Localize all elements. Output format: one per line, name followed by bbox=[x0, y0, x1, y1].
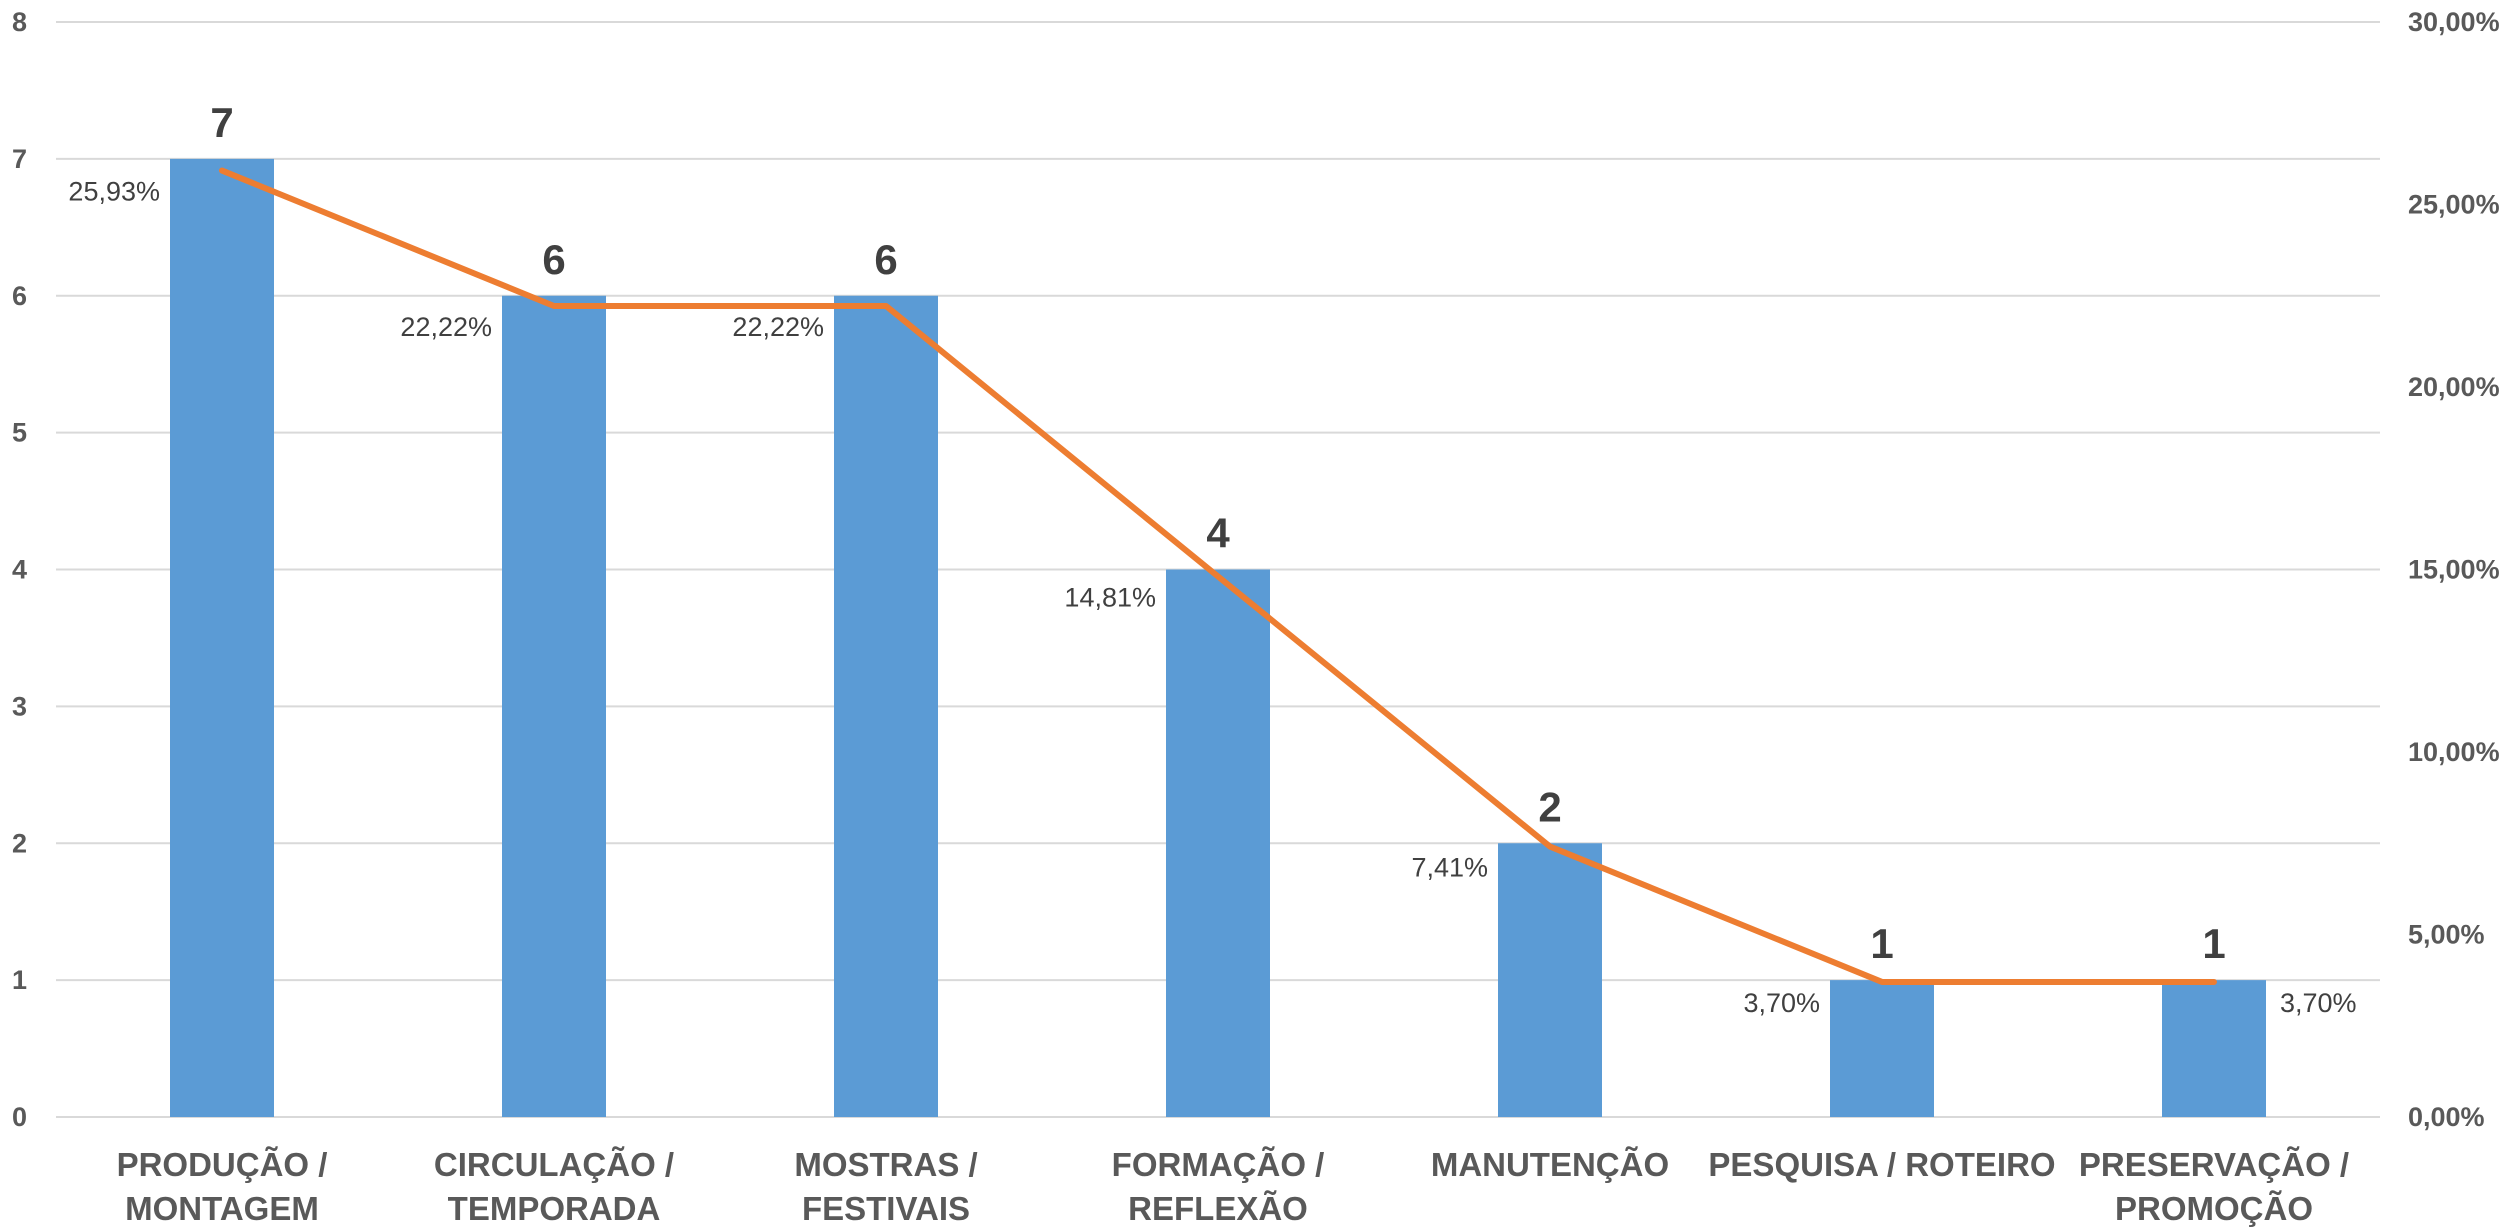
percentage-data-label: 7,41% bbox=[1411, 853, 1488, 883]
percentage-data-label: 22,22% bbox=[400, 312, 492, 342]
bar-value-label: 4 bbox=[1206, 510, 1230, 557]
category-label: PRESERVAÇÃO / PROMOÇÃO bbox=[2079, 1146, 2349, 1227]
category-label-line: CIRCULAÇÃO / bbox=[434, 1146, 674, 1183]
bar bbox=[1830, 980, 1934, 1117]
bar bbox=[170, 158, 274, 1117]
bar-value-labels: 7 6 6 4 2 1 1 bbox=[210, 99, 2225, 967]
bar-value-label: 7 bbox=[210, 99, 233, 146]
percentage-data-label: 3,70% bbox=[1743, 988, 1820, 1018]
bars bbox=[170, 158, 2266, 1117]
category-label: CIRCULAÇÃO / TEMPORADA bbox=[434, 1146, 674, 1227]
category-labels: PRODUÇÃO / MONTAGEM CIRCULAÇÃO / TEMPORADA M… bbox=[117, 1146, 2350, 1227]
right-tick-label: 30,00% bbox=[2408, 7, 2500, 37]
bar-value-label: 1 bbox=[1870, 920, 1893, 967]
left-tick-label: 3 bbox=[12, 691, 27, 721]
bar bbox=[502, 295, 606, 1117]
bar bbox=[1166, 569, 1270, 1117]
bar-value-label: 2 bbox=[1538, 783, 1561, 830]
left-tick-label: 6 bbox=[12, 281, 27, 311]
bar bbox=[2162, 980, 2266, 1117]
category-label-line: MONTAGEM bbox=[125, 1190, 319, 1227]
right-tick-label: 0,00% bbox=[2408, 1102, 2485, 1132]
right-tick-label: 25,00% bbox=[2408, 190, 2500, 220]
category-label: PESQUISA / ROTEIRO bbox=[1708, 1146, 2055, 1183]
percentage-data-label: 25,93% bbox=[68, 177, 160, 207]
category-label: PRODUÇÃO / MONTAGEM bbox=[117, 1146, 328, 1227]
category-label-line: FORMAÇÃO / bbox=[1112, 1146, 1325, 1183]
percentage-data-label: 14,81% bbox=[1064, 582, 1156, 612]
bar bbox=[834, 295, 938, 1117]
left-tick-label: 1 bbox=[12, 965, 27, 995]
percentage-data-label: 22,22% bbox=[732, 312, 824, 342]
bar-value-label: 6 bbox=[874, 236, 897, 283]
left-tick-label: 0 bbox=[12, 1102, 27, 1132]
category-label-line: REFLEXÃO bbox=[1128, 1190, 1308, 1227]
category-label-line: FESTIVAIS bbox=[802, 1190, 970, 1227]
category-label-line: PESQUISA / ROTEIRO bbox=[1708, 1146, 2055, 1183]
right-tick-label: 15,00% bbox=[2408, 555, 2500, 585]
percentage-data-label: 3,70% bbox=[2280, 988, 2357, 1018]
bar bbox=[1498, 843, 1602, 1117]
bar-value-label: 6 bbox=[542, 236, 565, 283]
left-tick-label: 7 bbox=[12, 144, 27, 174]
bar-value-label: 1 bbox=[2202, 920, 2225, 967]
left-tick-label: 8 bbox=[12, 7, 27, 37]
left-tick-label: 2 bbox=[12, 828, 27, 858]
category-label: MANUTENÇÃO bbox=[1431, 1146, 1669, 1183]
percentage-line bbox=[219, 167, 2217, 985]
right-axis-ticks: 0,00% 5,00% 10,00% 15,00% 20,00% 25,00% 30,00% bbox=[2408, 7, 2500, 1132]
category-label-line: MOSTRAS / bbox=[794, 1146, 977, 1183]
category-label-line: PROMOÇÃO bbox=[2115, 1190, 2313, 1227]
left-tick-label: 5 bbox=[12, 418, 27, 448]
category-label-line: MANUTENÇÃO bbox=[1431, 1146, 1669, 1183]
right-tick-label: 20,00% bbox=[2408, 372, 2500, 402]
right-tick-label: 10,00% bbox=[2408, 737, 2500, 767]
category-label-line: PRESERVAÇÃO / bbox=[2079, 1146, 2349, 1183]
percentage-series-line bbox=[219, 167, 2217, 985]
category-label: FORMAÇÃO / REFLEXÃO bbox=[1112, 1146, 1325, 1227]
category-label-line: TEMPORADA bbox=[448, 1190, 661, 1227]
left-axis-ticks: 0 1 2 3 4 5 6 7 8 bbox=[12, 7, 27, 1132]
right-tick-label: 5,00% bbox=[2408, 920, 2485, 950]
left-tick-label: 4 bbox=[12, 555, 27, 585]
category-label-line: PRODUÇÃO / bbox=[117, 1146, 328, 1183]
category-label: MOSTRAS / FESTIVAIS bbox=[794, 1146, 977, 1227]
percentage-labels: 25,93% 22,22% 22,22% 14,81% 7,41% 3,70% 3,70% bbox=[68, 177, 2356, 1018]
